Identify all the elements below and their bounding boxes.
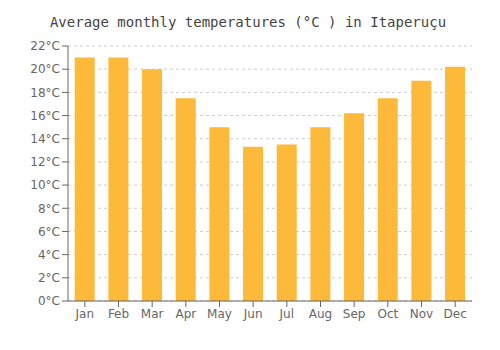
svg-text:May: May bbox=[207, 307, 232, 321]
svg-text:Feb: Feb bbox=[108, 307, 129, 321]
svg-text:Mar: Mar bbox=[141, 307, 164, 321]
svg-text:2°C: 2°C bbox=[38, 271, 60, 285]
svg-text:Dec: Dec bbox=[444, 307, 467, 321]
svg-text:4°C: 4°C bbox=[38, 248, 60, 262]
svg-text:Aug: Aug bbox=[309, 307, 332, 321]
svg-text:Sep: Sep bbox=[343, 307, 366, 321]
svg-text:12°C: 12°C bbox=[30, 155, 60, 169]
svg-text:10°C: 10°C bbox=[30, 178, 60, 192]
svg-text:6°C: 6°C bbox=[38, 225, 60, 239]
svg-text:Jul: Jul bbox=[279, 307, 294, 321]
svg-text:22°C: 22°C bbox=[30, 39, 60, 53]
svg-text:0°C: 0°C bbox=[38, 294, 60, 308]
svg-text:16°C: 16°C bbox=[30, 109, 60, 123]
svg-text:Jan: Jan bbox=[75, 307, 95, 321]
svg-text:Nov: Nov bbox=[410, 307, 433, 321]
svg-text:20°C: 20°C bbox=[30, 62, 60, 76]
svg-text:Oct: Oct bbox=[377, 307, 398, 321]
svg-text:14°C: 14°C bbox=[30, 132, 60, 146]
svg-text:8°C: 8°C bbox=[38, 202, 60, 216]
svg-text:Apr: Apr bbox=[175, 307, 196, 321]
svg-text:18°C: 18°C bbox=[30, 86, 60, 100]
html-text:Average monthly temperatures (: Average monthly temperatures (°C ) in It… bbox=[49, 14, 447, 30]
svg-text:Jun: Jun bbox=[243, 307, 263, 321]
